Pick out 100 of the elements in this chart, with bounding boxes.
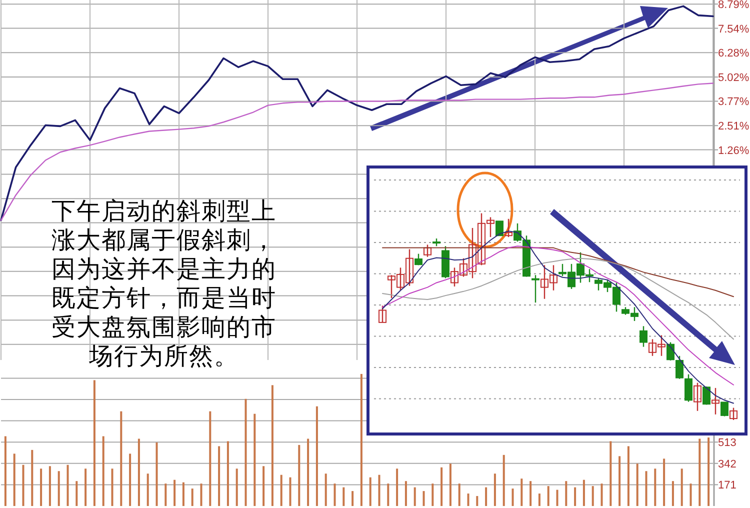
bar (226, 441, 229, 506)
bar (58, 471, 60, 506)
bar (502, 454, 505, 506)
bar (138, 438, 140, 506)
bar (636, 464, 638, 506)
bar (414, 487, 416, 506)
bar (120, 411, 122, 506)
bar (164, 484, 167, 506)
bar (582, 480, 585, 506)
bar (378, 474, 380, 506)
bar (209, 411, 212, 506)
bar (485, 487, 488, 506)
bar (422, 491, 425, 506)
line-series (0, 5, 714, 222)
bar (627, 446, 630, 506)
bar (645, 471, 648, 506)
bar (610, 441, 612, 506)
candlestick (676, 355, 684, 380)
line-series (0, 82, 714, 221)
candlestick (694, 382, 702, 412)
bar (494, 474, 496, 506)
bar (31, 450, 34, 506)
y-tick-label: 171 (718, 480, 736, 492)
bar (404, 481, 407, 506)
y-tick-label: 342 (718, 458, 736, 470)
y-tick-label: 513 (718, 437, 736, 450)
y-tick-label: 1.26% (718, 144, 750, 157)
bar (556, 490, 558, 506)
bar (592, 486, 594, 506)
bar (271, 385, 274, 506)
bar (698, 438, 701, 506)
bar (191, 488, 194, 506)
bar (520, 478, 523, 506)
bar (618, 456, 621, 506)
candlestick (730, 407, 738, 421)
bar (538, 494, 540, 506)
candlestick (504, 218, 512, 238)
bar (307, 438, 310, 506)
candlestick (720, 402, 728, 417)
bar (342, 487, 345, 506)
bar (40, 468, 42, 506)
bar (672, 481, 674, 506)
candlestick (532, 274, 540, 304)
bar (298, 444, 300, 506)
bar (458, 484, 460, 506)
bar (654, 468, 656, 506)
bar (66, 464, 69, 506)
bar (387, 484, 390, 506)
bar (200, 484, 202, 506)
annotation: 下午启动的斜刺型上涨大都属于假斜刺，因为这并不是主力的既定方针，而是当时受大盘氛围影响的市场行为所然。 (50, 198, 278, 372)
bar (280, 474, 282, 506)
candlestick (640, 326, 648, 348)
bar (182, 482, 184, 506)
bar (663, 458, 666, 506)
bar (512, 488, 514, 506)
bar (262, 466, 265, 506)
bar (316, 406, 318, 506)
bar (102, 436, 104, 506)
bar (708, 437, 710, 506)
bar (449, 464, 452, 506)
bar (156, 442, 158, 506)
bar (432, 484, 434, 506)
bar (324, 474, 327, 506)
bar (467, 494, 470, 506)
bar (254, 414, 256, 506)
bar (146, 474, 149, 506)
bar (360, 374, 362, 506)
bar (530, 481, 532, 506)
bar (218, 446, 220, 506)
bar (236, 468, 238, 506)
bar (690, 484, 692, 506)
bar (476, 496, 478, 506)
bar (334, 484, 336, 506)
bar (13, 454, 16, 506)
candlestick (496, 220, 504, 236)
bar (547, 486, 550, 506)
y-tick-label: 2.51% (718, 120, 750, 133)
y-tick-label: 3.77% (718, 96, 750, 108)
candlestick (424, 244, 432, 258)
candlestick (666, 342, 674, 362)
y-tick-label: 7.54% (718, 23, 750, 36)
bar (289, 477, 292, 506)
bar (22, 464, 24, 506)
bar (440, 467, 443, 506)
y-tick-label: 5.02% (718, 72, 750, 84)
bar (84, 468, 87, 506)
y-tick-label: 6.28% (718, 48, 750, 60)
bar (129, 454, 132, 506)
bar (680, 468, 683, 506)
bar (396, 468, 398, 506)
bar (352, 491, 354, 506)
bar (4, 436, 6, 506)
bar (244, 398, 247, 506)
y-tick-label: 8.79% (718, 0, 750, 12)
bar (574, 487, 576, 506)
bar (369, 477, 372, 506)
bar (76, 481, 78, 506)
bar (565, 481, 568, 506)
bar (600, 484, 603, 506)
bar (111, 468, 114, 506)
